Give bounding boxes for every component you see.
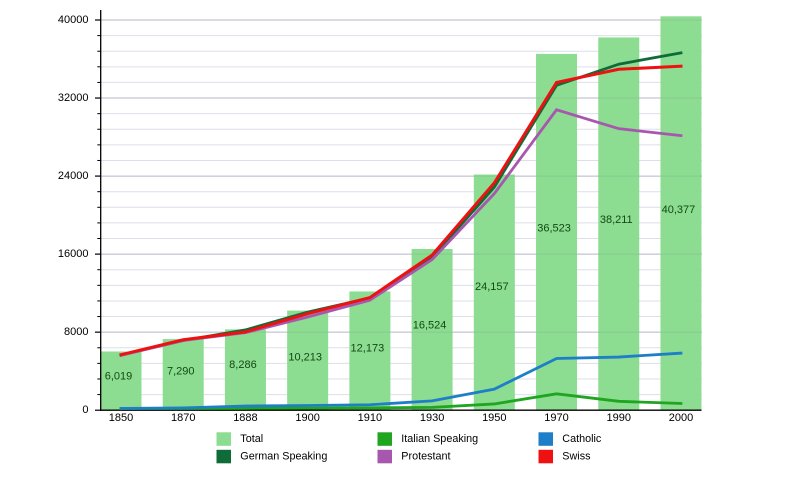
svg-text:8,286: 8,286 <box>229 359 257 371</box>
svg-text:Total: Total <box>240 433 263 445</box>
svg-text:German Speaking: German Speaking <box>240 451 327 463</box>
svg-text:10,213: 10,213 <box>288 352 322 364</box>
svg-text:0: 0 <box>82 404 88 416</box>
svg-text:7,290: 7,290 <box>167 366 195 378</box>
svg-text:Italian Speaking: Italian Speaking <box>401 433 478 445</box>
svg-text:Swiss: Swiss <box>562 451 591 463</box>
svg-text:38,211: 38,211 <box>600 214 633 226</box>
svg-text:Protestant: Protestant <box>401 451 450 463</box>
svg-text:36,523: 36,523 <box>537 223 571 235</box>
svg-text:1930: 1930 <box>420 412 444 424</box>
svg-text:40000: 40000 <box>58 14 89 26</box>
svg-text:2000: 2000 <box>669 412 693 424</box>
svg-text:1900: 1900 <box>295 412 319 424</box>
svg-text:1888: 1888 <box>233 412 257 424</box>
svg-text:16,524: 16,524 <box>413 320 447 332</box>
svg-text:24,157: 24,157 <box>475 281 509 293</box>
svg-text:8000: 8000 <box>64 326 88 338</box>
svg-text:1950: 1950 <box>482 412 506 424</box>
svg-text:40,377: 40,377 <box>662 204 696 216</box>
svg-text:24000: 24000 <box>58 170 89 182</box>
svg-text:1970: 1970 <box>544 412 568 424</box>
svg-text:1910: 1910 <box>358 412 382 424</box>
svg-text:16000: 16000 <box>58 248 89 260</box>
svg-text:1990: 1990 <box>607 412 631 424</box>
svg-text:6,019: 6,019 <box>105 370 133 382</box>
svg-text:12,173: 12,173 <box>351 343 385 355</box>
svg-text:1850: 1850 <box>109 412 133 424</box>
svg-text:1870: 1870 <box>171 412 195 424</box>
svg-text:Catholic: Catholic <box>562 433 602 445</box>
svg-text:32000: 32000 <box>58 92 89 104</box>
